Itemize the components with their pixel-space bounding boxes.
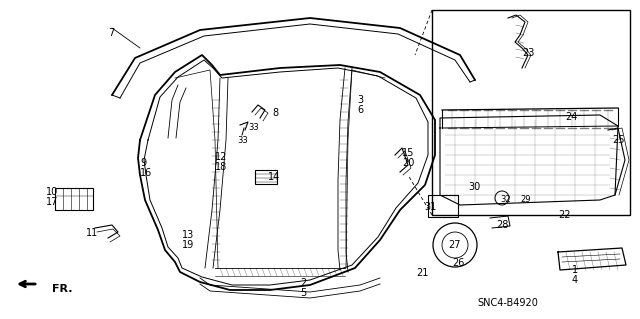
Bar [432, 10, 630, 215]
Text: 24: 24 [565, 112, 577, 122]
Text: SNC4-B4920: SNC4-B4920 [477, 298, 538, 308]
Text: 5: 5 [300, 288, 307, 298]
Text: 33: 33 [248, 123, 259, 132]
Bar [428, 195, 458, 217]
Text: 13: 13 [182, 230, 195, 240]
Text: 22: 22 [558, 210, 570, 220]
Text: FR.: FR. [52, 284, 72, 294]
Text: 2: 2 [300, 278, 307, 288]
Text: 32: 32 [500, 195, 511, 204]
Text: 15: 15 [402, 148, 414, 158]
Text: 26: 26 [452, 258, 465, 268]
Text: 21: 21 [416, 268, 428, 278]
Text: 29: 29 [520, 195, 531, 204]
Text: 16: 16 [140, 168, 152, 178]
Text: 23: 23 [522, 48, 534, 58]
Text: 7: 7 [108, 28, 115, 38]
Text: 27: 27 [448, 240, 461, 250]
Text: 12: 12 [215, 152, 227, 162]
Text: 4: 4 [572, 275, 578, 285]
Text: 17: 17 [46, 197, 58, 207]
Text: 33: 33 [237, 136, 248, 145]
Text: 18: 18 [215, 162, 227, 172]
Text: 14: 14 [268, 172, 280, 182]
Text: 11: 11 [86, 228, 99, 238]
Bar [55, 188, 93, 210]
Text: 10: 10 [46, 187, 58, 197]
Text: 28: 28 [496, 220, 508, 230]
Text: 1: 1 [572, 265, 578, 275]
Text: 30: 30 [468, 182, 480, 192]
Text: 19: 19 [182, 240, 195, 250]
Text: 3: 3 [357, 95, 363, 105]
Text: 9: 9 [140, 158, 146, 168]
Bar [255, 170, 277, 184]
Text: 25: 25 [612, 135, 625, 145]
Text: 6: 6 [357, 105, 363, 115]
Text: 8: 8 [272, 108, 278, 118]
Text: 20: 20 [402, 158, 414, 168]
Text: 31: 31 [424, 202, 436, 212]
